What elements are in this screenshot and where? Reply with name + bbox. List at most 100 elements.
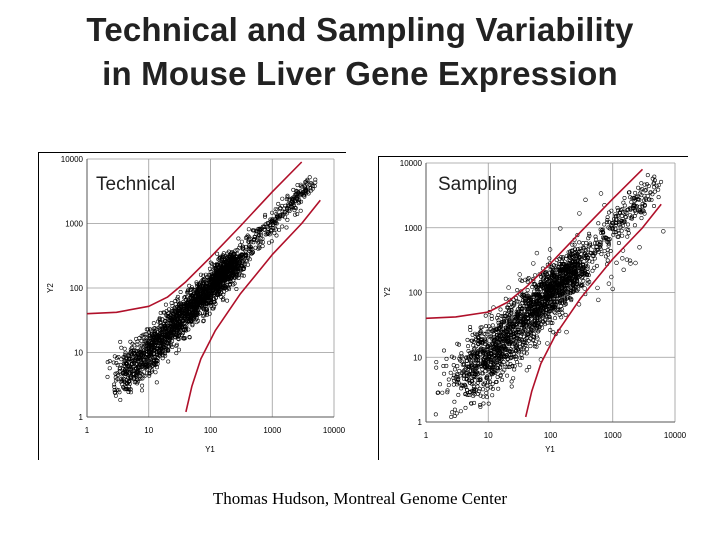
- technical-data-point: [249, 251, 254, 256]
- sampling-data-point: [619, 219, 624, 224]
- sampling-data-point: [600, 227, 605, 232]
- technical-data-point: [135, 379, 140, 384]
- technical-data-point: [216, 265, 221, 270]
- sampling-outlier-point: [517, 272, 522, 277]
- sampling-outlier-point: [558, 226, 563, 231]
- sampling-data-point: [537, 324, 542, 329]
- technical-data-point: [282, 210, 287, 215]
- technical-data-point: [143, 332, 148, 337]
- sampling-y-tick-label: 10: [413, 353, 422, 362]
- technical-data-point: [118, 339, 123, 344]
- sampling-data-point: [615, 234, 620, 239]
- sampling-data-point: [546, 289, 551, 294]
- sampling-data-point: [652, 189, 657, 194]
- technical-data-point: [273, 207, 278, 212]
- sampling-data-point: [506, 333, 511, 338]
- sampling-data-point: [552, 274, 557, 279]
- sampling-data-point: [481, 382, 486, 387]
- sampling-data-point: [485, 395, 490, 400]
- sampling-data-point: [459, 359, 464, 364]
- technical-x-tick-label: 1: [85, 426, 90, 435]
- technical-data-point: [149, 354, 154, 359]
- sampling-data-point: [567, 272, 572, 277]
- sampling-data-point: [463, 366, 468, 371]
- sampling-data-point: [444, 356, 449, 361]
- sampling-data-point: [508, 328, 513, 333]
- technical-data-point: [211, 288, 216, 293]
- sampling-data-point: [472, 400, 477, 405]
- technical-scatter-panel: 1 10 100 1000 10000 1 10 100 1000 10000 Y1 Y2 Techni…: [38, 152, 346, 460]
- sampling-data-point: [472, 331, 477, 336]
- technical-data-point: [312, 184, 317, 189]
- technical-data-point: [195, 288, 200, 293]
- sampling-data-point: [560, 288, 565, 293]
- technical-data-point: [298, 208, 303, 213]
- technical-data-point: [114, 387, 119, 392]
- sampling-data-point: [472, 392, 477, 397]
- technical-data-point: [205, 286, 210, 291]
- sampling-data-point: [612, 217, 617, 222]
- sampling-data-point: [467, 357, 472, 362]
- sampling-data-point: [482, 347, 487, 352]
- technical-data-point: [292, 197, 297, 202]
- technical-data-point: [144, 367, 149, 372]
- technical-data-point: [207, 291, 212, 296]
- technical-data-point: [204, 309, 209, 314]
- sampling-data-point: [500, 320, 505, 325]
- sampling-data-point: [529, 314, 534, 319]
- technical-data-point: [191, 298, 196, 303]
- technical-data-point: [210, 289, 215, 294]
- technical-data-point: [190, 323, 195, 328]
- sampling-data-point: [570, 283, 575, 288]
- sampling-data-point: [489, 336, 494, 341]
- sampling-scatter-panel: 1 10 100 1000 10000 1 10 100 1000 10000 Y1 Y2 Sampli…: [378, 156, 688, 460]
- sampling-data-point: [554, 282, 559, 287]
- sampling-data-point: [630, 196, 635, 201]
- technical-data-point: [239, 239, 244, 244]
- technical-data-point: [107, 366, 112, 371]
- sampling-data-point: [525, 299, 530, 304]
- technical-x-axis-label: Y1: [205, 445, 215, 454]
- technical-data-point: [148, 347, 153, 352]
- sampling-data-point: [527, 365, 532, 370]
- sampling-data-point: [441, 364, 446, 369]
- sampling-data-point: [562, 302, 567, 307]
- sampling-data-point: [465, 393, 470, 398]
- sampling-data-point: [647, 197, 652, 202]
- technical-data-point: [258, 226, 263, 231]
- sampling-data-point: [495, 375, 500, 380]
- technical-data-point: [263, 232, 268, 237]
- sampling-data-point: [478, 325, 483, 330]
- technical-data-point: [244, 235, 249, 240]
- sampling-data-point: [530, 285, 535, 290]
- technical-data-point: [176, 336, 181, 341]
- sampling-data-point: [552, 310, 557, 315]
- technical-data-point: [141, 332, 146, 337]
- sampling-data-point: [450, 410, 455, 415]
- sampling-data-point: [544, 269, 549, 274]
- sampling-data-point: [512, 367, 517, 372]
- technical-data-point: [198, 288, 203, 293]
- technical-data-point: [201, 300, 206, 305]
- technical-data-point: [186, 327, 191, 332]
- sampling-data-point: [483, 336, 488, 341]
- sampling-data-point: [605, 217, 610, 222]
- technical-data-point: [180, 308, 185, 313]
- technical-lower-bound-curve: [185, 199, 321, 413]
- sampling-data-point: [488, 375, 493, 380]
- sampling-data-point: [575, 233, 580, 238]
- sampling-data-point: [514, 296, 519, 301]
- technical-data-point: [177, 330, 182, 335]
- sampling-data-point: [464, 355, 469, 360]
- technical-data-point: [198, 280, 203, 285]
- technical-data-point: [236, 276, 241, 281]
- technical-data-point: [283, 215, 288, 220]
- technical-data-point: [129, 362, 134, 367]
- sampling-data-point: [602, 222, 607, 227]
- sampling-data-point: [635, 197, 640, 202]
- technical-data-point: [112, 354, 117, 359]
- sampling-data-point: [594, 263, 599, 268]
- technical-data-point: [309, 181, 314, 186]
- sampling-data-point: [604, 235, 609, 240]
- technical-data-point: [285, 217, 290, 222]
